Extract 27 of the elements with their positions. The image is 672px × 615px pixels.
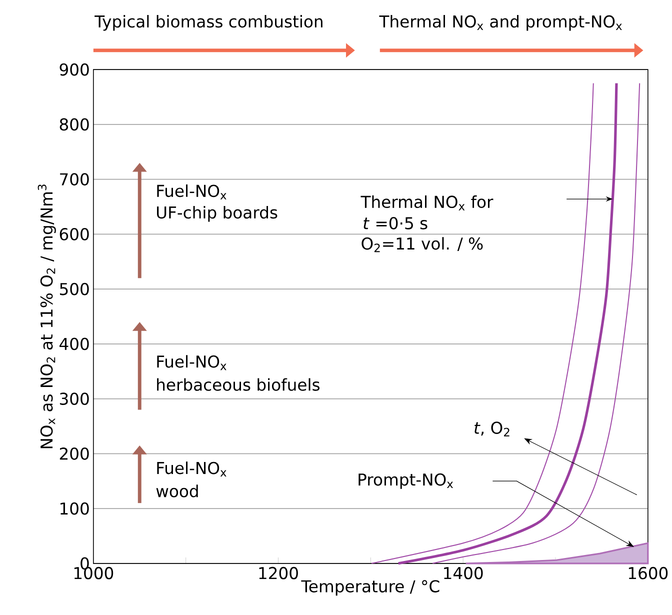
y-tick-label: 500 <box>60 282 89 296</box>
y-tick-label: 900 <box>60 63 89 76</box>
annotation: O$_{2}$=11 vol. / % <box>362 237 483 252</box>
annotation: t =0·5 s <box>364 216 428 230</box>
x-tick-label: 1400 <box>444 566 483 580</box>
annotation: Prompt-NO$_{x}$ <box>358 473 454 489</box>
annotation: UF-chip boards <box>157 206 278 222</box>
y-tick-label: 100 <box>60 502 89 515</box>
annotation: Fuel-NO$_{x}$ <box>157 355 226 370</box>
x-tick-label: 1200 <box>259 566 298 580</box>
y-tick-label: 800 <box>60 118 89 131</box>
annotation: Thermal NO$_{x}$ for <box>360 195 494 210</box>
y-tick-label: 200 <box>60 447 89 460</box>
annotation: herbaceous biofuels <box>157 378 320 391</box>
x-axis-title: Temperature / °C <box>301 580 440 596</box>
y-tick-label: 300 <box>60 392 89 405</box>
annotation: Fuel-NO$_{x}$ <box>157 184 226 200</box>
x-tick-label: 1600 <box>628 566 668 580</box>
annotation: wood <box>156 484 198 498</box>
annotation: t, O$_{2}$ <box>474 422 510 436</box>
text: Typical biomass combustion <box>94 14 322 31</box>
y-tick-label: 400 <box>60 338 89 350</box>
y-tick-label: 700 <box>60 173 89 186</box>
annotation: Fuel-NO$_{x}$ <box>157 462 226 476</box>
text: Thermal NO$_{x}$ and prompt-NO$_{x}$ <box>379 14 622 31</box>
y-tick-label: 600 <box>60 228 89 240</box>
y-axis-title: NO$_{x}$ as NO$_{2}$ at 11% O$_{2}$ / mg/Nm$^{3}$ <box>38 184 56 448</box>
